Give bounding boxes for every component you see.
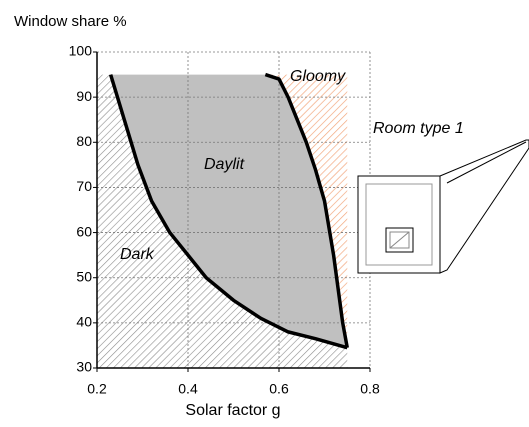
y-tick-label: 70 (76, 178, 92, 194)
x-tick-label: 0.8 (360, 381, 380, 397)
dark-region (97, 74, 348, 369)
daylit-region (110, 74, 348, 348)
y-tick-label: 30 (76, 359, 92, 375)
daylit-label: Daylit (204, 156, 245, 173)
x-tick-label: 0.4 (178, 381, 198, 397)
x-tick-label: 0.6 (269, 381, 289, 397)
x-tick-label: 0.2 (87, 381, 107, 397)
dark-label: Dark (120, 246, 155, 263)
gloomy-label: Gloomy (290, 68, 346, 85)
boundary-line (264, 72, 349, 349)
y-tick-label: 60 (76, 223, 92, 239)
room-icon (357, 139, 529, 274)
boundary-line (108, 74, 348, 350)
y-tick-label: 90 (76, 88, 92, 104)
y-axis-title: Window share % (14, 13, 127, 30)
x-axis-title: Solar factor g (185, 402, 280, 419)
room-label: Room type 1 (373, 120, 464, 137)
y-tick-label: 50 (76, 268, 92, 284)
gloomy-region (265, 74, 348, 348)
y-tick-label: 80 (76, 133, 92, 149)
y-tick-label: 40 (76, 314, 92, 330)
y-tick-label: 100 (69, 43, 93, 59)
